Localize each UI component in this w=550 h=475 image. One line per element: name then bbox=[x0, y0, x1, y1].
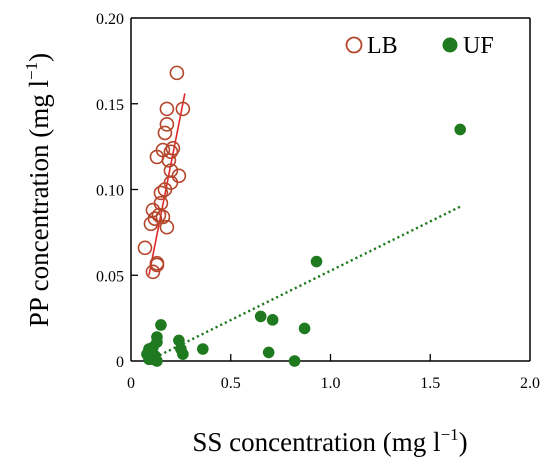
data-point-lb bbox=[155, 209, 171, 225]
data-point-lb bbox=[157, 125, 173, 141]
data-point-uf bbox=[298, 322, 311, 335]
legend: LB UF bbox=[345, 33, 494, 59]
legend-label-lb: LB bbox=[367, 33, 398, 59]
data-point-uf bbox=[155, 319, 167, 331]
legend-label-uf: UF bbox=[463, 33, 494, 59]
data-point-uf bbox=[197, 343, 209, 355]
data-point-uf bbox=[454, 123, 466, 136]
data-point-lb bbox=[137, 240, 153, 256]
x-tick-label: 2.0 bbox=[520, 375, 540, 392]
x-tick-label: 1.5 bbox=[420, 375, 440, 392]
data-point-lb bbox=[159, 219, 175, 235]
data-points bbox=[137, 65, 466, 367]
data-point-lb bbox=[143, 216, 159, 232]
y-tick-label: 0.05 bbox=[96, 268, 124, 285]
data-point-lb bbox=[163, 163, 179, 178]
data-point-lb bbox=[163, 144, 179, 160]
data-point-lb bbox=[149, 257, 165, 273]
y-tick-label: 0 bbox=[116, 354, 124, 371]
trendline-uf bbox=[154, 205, 461, 359]
plot-area bbox=[130, 17, 531, 362]
data-point-lb bbox=[159, 101, 175, 117]
x-tick-label: 0 bbox=[127, 375, 135, 392]
data-point-lb bbox=[159, 117, 175, 132]
data-point-uf bbox=[254, 310, 267, 323]
data-point-uf bbox=[288, 355, 301, 367]
data-point-uf bbox=[262, 346, 275, 359]
data-point-lb bbox=[153, 185, 169, 201]
data-point-lb bbox=[161, 153, 177, 168]
trendlines bbox=[148, 93, 461, 359]
data-point-uf bbox=[310, 255, 323, 268]
data-point-lb bbox=[145, 264, 161, 280]
y-axis-title: PP concentration (mg l−1) bbox=[22, 53, 54, 327]
y-ticks: 0 0.05 0.10 0.15 0.20 bbox=[96, 11, 138, 371]
data-point-lb bbox=[169, 65, 185, 81]
data-point-uf bbox=[143, 353, 155, 366]
legend-marker-uf bbox=[442, 37, 458, 53]
y-tick-label: 0.10 bbox=[96, 183, 124, 200]
data-point-uf bbox=[266, 314, 279, 326]
data-point-lb bbox=[157, 182, 173, 197]
x-ticks: 0 0.5 1.0 1.5 2.0 bbox=[127, 354, 540, 392]
x-axis-title: SS concentration (mg l−1) bbox=[192, 425, 467, 457]
x-tick-label: 1.0 bbox=[321, 375, 341, 392]
data-point-uf bbox=[175, 343, 187, 355]
trendline-lb bbox=[148, 93, 186, 276]
x-tick-label: 0.5 bbox=[221, 375, 241, 392]
y-tick-label: 0.15 bbox=[96, 97, 124, 114]
legend-marker-lb bbox=[345, 36, 363, 54]
y-tick-label: 0.20 bbox=[96, 11, 124, 28]
data-point-lb bbox=[175, 101, 191, 117]
